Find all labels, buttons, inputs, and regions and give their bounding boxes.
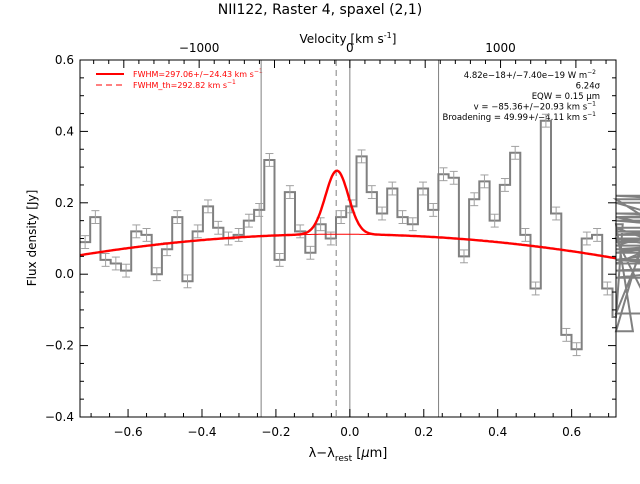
top-tick-label: 1000 [485,41,516,55]
top-tick-label: −1000 [179,41,220,55]
fit-curve [79,169,617,260]
legend: FWHM=297.06+/−24.43 km s−1FWHM_th=292.82… [96,68,263,90]
legend-label: FWHM_th=292.82 km s−1 [133,79,236,90]
y-tick-label: −0.4 [45,410,74,424]
x-tick-label: 0.6 [562,425,581,439]
annotation-text: Broadening = 49.99+/−4.11 km s−1 [443,111,597,123]
plot-area [79,60,640,417]
annotation-text: 4.82e−18+/−7.40e−19 W m−2 [464,69,596,81]
legend-label: FWHM=297.06+/−24.43 km s−1 [133,68,263,79]
top-axis-label: Velocity [km s-1] [300,31,397,46]
x-tick-label: 0.0 [340,425,359,439]
y-tick-label: 0.0 [55,267,74,281]
x-axis-label: λ−λrest [μm] [309,446,388,464]
y-tick-label: −0.2 [45,339,74,353]
annotation-text: EQW = 0.15 μm [532,92,600,102]
y-tick-label: 0.4 [55,124,74,138]
x-tick-label: −0.2 [261,425,290,439]
y-axis-label: Flux density [Jy] [25,190,39,287]
y-tick-label: 0.6 [55,53,74,67]
y-tick-label: 0.2 [55,196,74,210]
x-tick-label: 0.4 [488,425,507,439]
top-tick-label: 0 [346,41,354,55]
spectrum-histogram [80,119,640,351]
x-tick-label: −0.6 [113,425,142,439]
annotation-text: 6.24σ [576,82,601,92]
chart-title: NII122, Raster 4, spaxel (2,1) [218,2,423,18]
annotation-text: v = −85.36+/−20.93 km s−1 [474,101,597,113]
x-tick-label: 0.2 [414,425,433,439]
x-tick-label: −0.4 [187,425,216,439]
